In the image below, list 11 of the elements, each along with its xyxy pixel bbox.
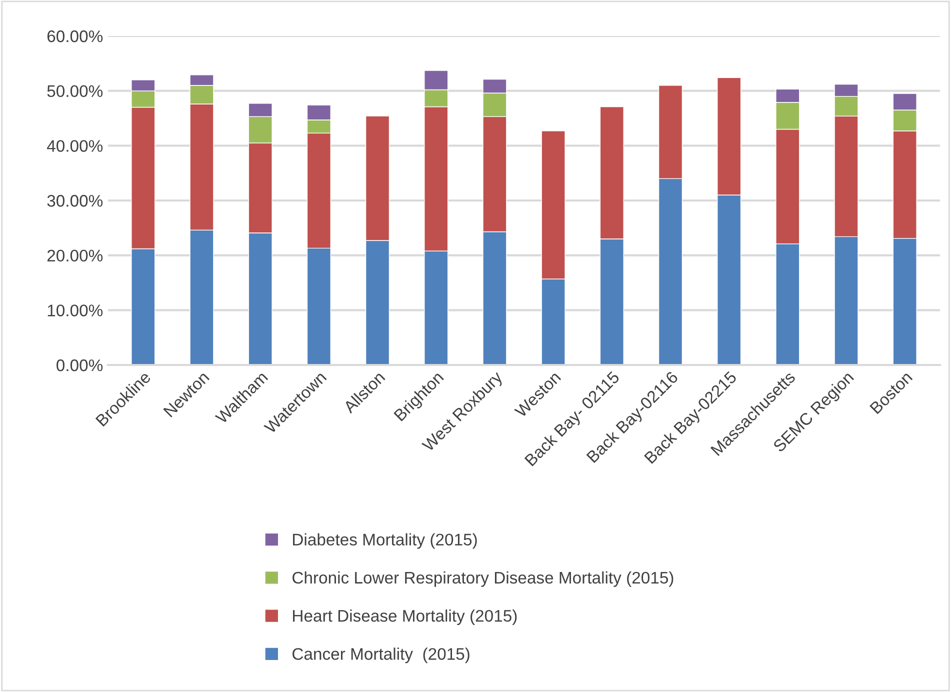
legend-label: Chronic Lower Respiratory Disease Mortality (2015) xyxy=(292,571,674,587)
y-tick-label: 30.00% xyxy=(47,194,103,207)
y-tick-label: 40.00% xyxy=(47,140,103,152)
y-tick-label: 0.00% xyxy=(56,359,103,372)
legend-label: Diabetes Mortality (2015) xyxy=(293,533,477,549)
y-tick-label: 10.00% xyxy=(48,304,103,316)
y-tick-label: 50.00% xyxy=(47,85,103,98)
legend-label: Cancer Mortality (2015) xyxy=(292,648,470,664)
y-tick-label: 60.00% xyxy=(47,30,103,42)
y-tick-label: 20.00% xyxy=(47,250,103,262)
legend-label: Heart Disease Mortality (2015) xyxy=(293,610,517,626)
